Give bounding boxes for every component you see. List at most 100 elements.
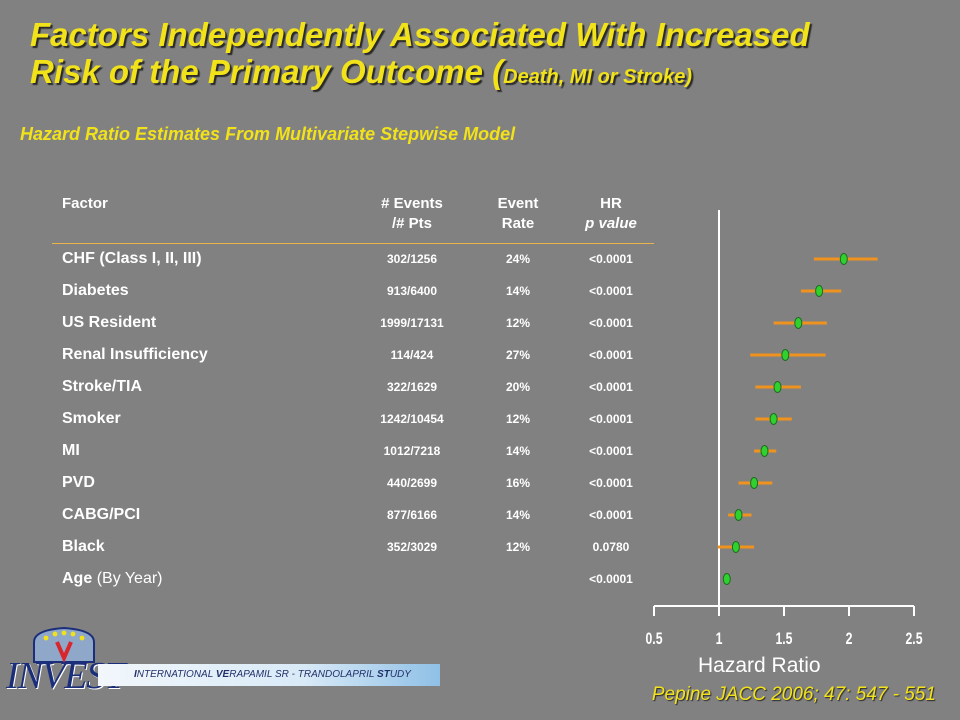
events-cell: 440/2699 bbox=[386, 476, 438, 490]
factor-name: PVD bbox=[62, 474, 95, 491]
factor-name: Age bbox=[62, 570, 93, 587]
factor-cell: Smoker bbox=[62, 403, 121, 435]
p-value-cell: 0.0780 bbox=[592, 540, 630, 554]
table-row-8: PVD 440/2699 16% <0.0001 bbox=[0, 467, 700, 499]
factor-name: CHF (Class I, II, III) bbox=[62, 250, 202, 267]
header-event-rate: Event Rate bbox=[478, 194, 558, 234]
factor-name: Renal Insufficiency bbox=[62, 346, 208, 363]
header-rate-line1: Event bbox=[497, 195, 539, 212]
event-rate-cell: 24% bbox=[505, 252, 531, 266]
x-tick-label-4: 2 bbox=[846, 630, 853, 648]
x-tick-label-3: 1.5 bbox=[775, 630, 792, 648]
factor-name: MI bbox=[62, 442, 80, 459]
table-row-4: Renal Insufficiency 114/424 27% <0.0001 bbox=[0, 339, 700, 371]
table-row-9: CABG/PCI 877/6166 14% <0.0001 bbox=[0, 499, 700, 531]
x-axis-label: Hazard Ratio bbox=[698, 654, 821, 677]
table-row-1: CHF (Class I, II, III) 302/1256 24% <0.0… bbox=[0, 243, 700, 275]
event-rate-cell: 14% bbox=[505, 508, 531, 522]
events-cell: 913/6400 bbox=[386, 284, 438, 298]
header-hr-line1: HR bbox=[600, 195, 622, 212]
x-tick-label-5: 2.5 bbox=[905, 630, 922, 648]
factor-name: CABG/PCI bbox=[62, 506, 141, 523]
events-cell: 302/1256 bbox=[386, 252, 438, 266]
hr-point-6 bbox=[769, 413, 778, 425]
title-outcome-note: Death, MI or Stroke) bbox=[503, 66, 693, 88]
p-value-cell: <0.0001 bbox=[589, 284, 633, 298]
hr-point-3 bbox=[794, 317, 803, 329]
factor-cell: Diabetes bbox=[62, 275, 129, 307]
events-cell: 877/6166 bbox=[386, 508, 438, 522]
table-row-7: MI 1012/7218 14% <0.0001 bbox=[0, 435, 700, 467]
p-value-cell: <0.0001 bbox=[589, 444, 633, 458]
hr-point-1 bbox=[839, 253, 848, 265]
events-cell: 352/3029 bbox=[386, 540, 438, 554]
events-cell: 1242/10454 bbox=[380, 412, 444, 426]
banner-part-4: RAPAMIL SR - TRANDOLAPRIL bbox=[229, 669, 378, 680]
event-rate-cell: 12% bbox=[505, 540, 531, 554]
p-value-cell: <0.0001 bbox=[589, 252, 633, 266]
table-row-11: Age (By Year) <0.0001 bbox=[0, 563, 700, 595]
factor-cell: PVD bbox=[62, 467, 95, 499]
invest-logo-emblem bbox=[24, 624, 104, 669]
p-value-cell: <0.0001 bbox=[589, 476, 633, 490]
header-rate-line2: Rate bbox=[501, 215, 535, 232]
events-cell: 1012/7218 bbox=[383, 444, 441, 458]
events-cell: 114/424 bbox=[390, 348, 434, 362]
p-value-cell: <0.0001 bbox=[589, 348, 633, 362]
title-line-1: Factors Independently Associated With In… bbox=[30, 16, 810, 53]
hr-point-10 bbox=[731, 541, 740, 553]
factor-cell: Stroke/TIA bbox=[62, 371, 142, 403]
header-hr-line2: p value bbox=[585, 215, 637, 232]
event-rate-cell: 14% bbox=[505, 444, 531, 458]
factor-note: (By Year) bbox=[96, 570, 163, 587]
factor-cell: US Resident bbox=[62, 307, 156, 339]
citation: Pepine JACC 2006; 47: 547 - 551 bbox=[651, 684, 936, 705]
factor-cell: CHF (Class I, II, III) bbox=[62, 243, 202, 275]
factor-name: Diabetes bbox=[62, 282, 129, 299]
hr-point-8 bbox=[750, 477, 759, 489]
event-rate-cell: 27% bbox=[505, 348, 531, 362]
header-events-line1: # Events bbox=[381, 195, 443, 212]
hr-point-9 bbox=[734, 509, 743, 521]
header-events-line2: /# Pts bbox=[391, 215, 433, 232]
p-value-cell: <0.0001 bbox=[589, 316, 633, 330]
hr-point-11 bbox=[722, 573, 731, 585]
hr-point-5 bbox=[773, 381, 782, 393]
p-value-cell: <0.0001 bbox=[589, 508, 633, 522]
banner-part-5: ST bbox=[377, 669, 390, 680]
banner-part-2: NTERNATIONAL bbox=[136, 669, 216, 680]
table-row-5: Stroke/TIA 322/1629 20% <0.0001 bbox=[0, 371, 700, 403]
hr-point-7 bbox=[760, 445, 769, 457]
table-row-10: Black 352/3029 12% 0.0780 bbox=[0, 531, 700, 563]
table-row-2: Diabetes 913/6400 14% <0.0001 bbox=[0, 275, 700, 307]
header-divider bbox=[52, 243, 654, 244]
factor-cell: MI bbox=[62, 435, 80, 467]
hr-point-4 bbox=[781, 349, 790, 361]
table-row-6: Smoker 1242/10454 12% <0.0001 bbox=[0, 403, 700, 435]
p-value-cell: <0.0001 bbox=[589, 412, 633, 426]
factor-cell: Renal Insufficiency bbox=[62, 339, 208, 371]
event-rate-cell: 12% bbox=[505, 412, 531, 426]
factor-name: US Resident bbox=[62, 314, 157, 331]
factor-cell: Black bbox=[62, 531, 105, 563]
factor-cell: CABG/PCI bbox=[62, 499, 140, 531]
table-row-3: US Resident 1999/17131 12% <0.0001 bbox=[0, 307, 700, 339]
banner-part-6: UDY bbox=[389, 669, 411, 680]
event-rate-cell: 16% bbox=[505, 476, 531, 490]
header-factor: Factor bbox=[62, 195, 108, 212]
hr-point-2 bbox=[815, 285, 824, 297]
banner-part-3: VE bbox=[215, 669, 230, 680]
event-rate-cell: 12% bbox=[505, 316, 531, 330]
header-hr-pvalue: HR p value bbox=[566, 194, 656, 234]
x-tick-label-1: 0.5 bbox=[645, 630, 662, 648]
p-value-cell: <0.0001 bbox=[589, 572, 633, 586]
factor-name: Black bbox=[62, 538, 105, 555]
header-events: # Events /# Pts bbox=[352, 194, 472, 234]
event-rate-cell: 14% bbox=[505, 284, 531, 298]
events-cell: 1999/17131 bbox=[380, 316, 444, 330]
slide-subtitle: Hazard Ratio Estimates From Multivariate… bbox=[20, 124, 516, 144]
p-value-cell: <0.0001 bbox=[589, 380, 633, 394]
factor-name: Smoker bbox=[62, 410, 121, 427]
slide-title: Factors Independently Associated With In… bbox=[30, 16, 950, 96]
forest-plot: 0.5 1 1.5 2 2.5 bbox=[645, 210, 923, 649]
